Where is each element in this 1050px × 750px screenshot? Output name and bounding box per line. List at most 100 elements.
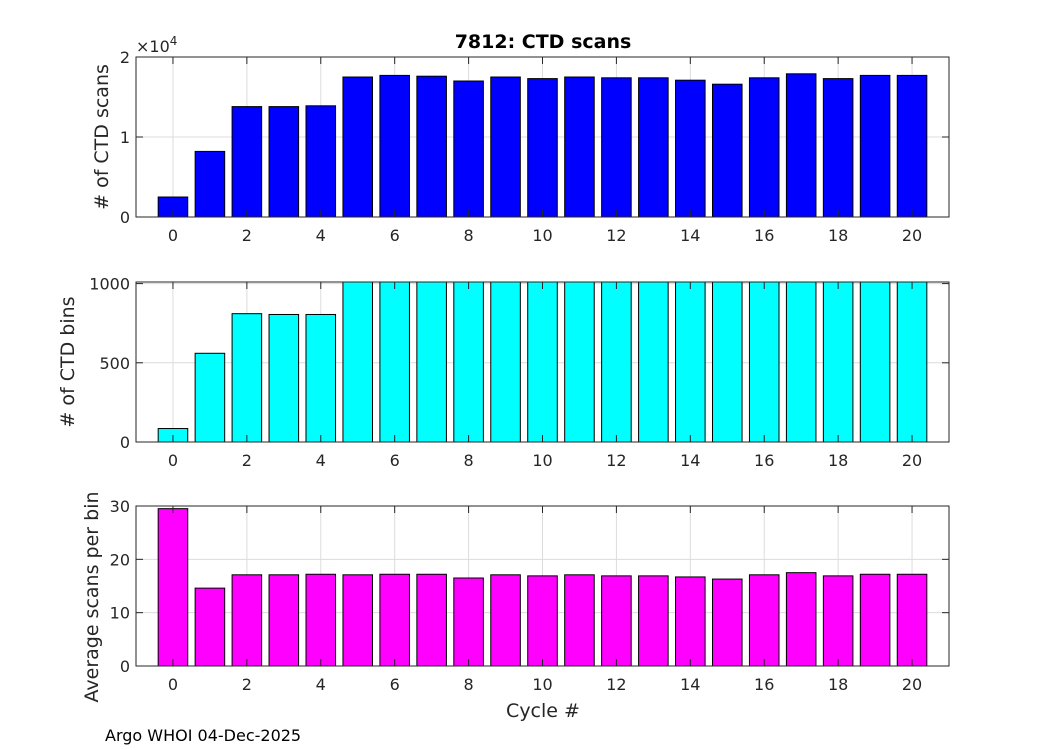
x-tick-label: 6 [390,675,400,694]
x-tick-label: 0 [168,226,178,245]
x-tick-label: 16 [754,226,774,245]
bar [822,281,854,443]
bar [748,574,780,667]
chart-avg-scans-per-bin: 0 2 4 6 8 10 12 14 16 18 20 0 10 20 30 Average scans … [81,491,950,722]
bar [859,74,891,218]
y-tick-label: 10 [110,604,130,623]
x-tick-label: 18 [828,226,848,245]
bar [564,574,595,667]
x-tick-label: 12 [606,451,626,470]
y-tick-label: 1000 [89,275,130,294]
y-tick-label: 1 [120,128,130,147]
bar [564,76,595,218]
bar [379,74,410,218]
x-tick-label: 8 [463,451,473,470]
bar [305,105,337,218]
bar [675,576,706,667]
bar [638,575,669,667]
bars [157,73,928,218]
bar [379,281,410,443]
bar [231,106,263,218]
x-tick-label: 18 [828,451,848,470]
bar [416,281,447,443]
y-axis-label: # of CTD scans [91,64,113,210]
x-tick-label: 10 [532,226,552,245]
bar [416,573,447,667]
y-tick-label: 500 [99,354,130,373]
x-tick-label: 2 [242,451,252,470]
bar [785,572,817,667]
bar [675,281,706,443]
y-tick-label: 0 [120,657,130,676]
exponent-base: ×10 [136,37,170,56]
bar [379,573,410,667]
bar [785,73,817,218]
x-tick-label: 4 [316,675,326,694]
x-tick-label: 18 [828,675,848,694]
bar [490,76,521,218]
bar [859,281,891,443]
x-tick-labels: 0 2 4 6 8 10 12 14 16 18 20 [168,675,922,694]
x-tick-label: 8 [463,675,473,694]
bar [601,575,632,667]
x-tick-label: 0 [168,451,178,470]
bar [896,573,928,667]
x-tick-label: 12 [606,675,626,694]
y-tick-label: 30 [110,497,130,516]
bar [453,281,484,443]
bar [638,281,669,443]
bar [490,574,521,667]
bar [194,587,226,667]
bar [453,577,484,667]
chart-ctd-bins: 0 2 4 6 8 10 12 14 16 18 20 0 500 1000 # of CTD bins [57,275,950,470]
x-axis-label: Cycle # [506,700,580,722]
bar [157,508,189,667]
x-tick-label: 6 [390,226,400,245]
bar [527,281,558,443]
x-tick-label: 8 [463,226,473,245]
chart-ctd-scans: 0 2 4 6 8 10 12 14 16 18 20 012 7812: CTD scans # … [91,31,950,245]
footer-credit: Argo WHOI 04-Dec-2025 [105,726,301,745]
bar [675,79,706,218]
y-tick-label: 0 [120,433,130,452]
bar [231,313,263,443]
bar [822,575,854,667]
bar [748,77,780,218]
bar [342,574,374,667]
x-tick-label: 20 [902,675,922,694]
bar [896,74,928,218]
x-tick-label: 14 [680,675,700,694]
bar [601,281,632,443]
x-tick-label: 20 [902,226,922,245]
bar [638,77,669,218]
x-tick-label: 2 [242,675,252,694]
y-axis-exponent: ×104 [136,34,177,56]
bar [490,281,521,443]
bar [268,574,300,667]
x-tick-label: 10 [532,451,552,470]
y-tick-labels: 0 10 20 30 [110,497,130,676]
x-tick-label: 0 [168,675,178,694]
bar [601,77,632,218]
y-tick-labels: 0 1 2 [120,48,130,227]
bar [342,76,374,218]
x-tick-labels: 0 2 4 6 8 10 12 14 16 18 20 [168,451,922,470]
y-axis-label: # of CTD bins [57,296,79,427]
bar [453,80,484,218]
x-tick-label: 20 [902,451,922,470]
bar [342,281,374,443]
x-tick-label: 14 [680,226,700,245]
x-tick-label: 4 [316,451,326,470]
bar [527,78,558,218]
bar [564,281,595,443]
chart-title: 7812: CTD scans [455,31,632,53]
y-axis-label: Average scans per bin [81,491,103,702]
bar [194,150,226,218]
bar [268,106,300,218]
bar [896,281,928,443]
y-tick-label: 0 [120,208,130,227]
x-tick-label: 6 [390,451,400,470]
y-tick-label: 2 [120,48,130,67]
x-tick-label: 16 [754,675,774,694]
